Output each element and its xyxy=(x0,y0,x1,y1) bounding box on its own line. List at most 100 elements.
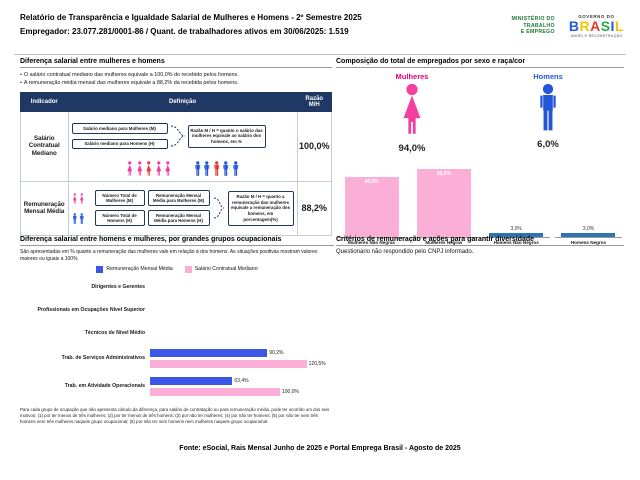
col-header-razao: Razão M/H xyxy=(296,91,333,112)
occupational-group-1: Profissionais em Ocupações Nível Superio… xyxy=(20,300,334,321)
median-men-box: Salário mediano para Homens (H) xyxy=(71,138,168,150)
bar-value-label: 3,0% xyxy=(510,225,522,232)
bullet-icon: • xyxy=(20,80,22,87)
man-figure-icon xyxy=(204,161,210,177)
header-logos: MINISTÉRIO DO TRABALHO E EMPREGO GOVERNO… xyxy=(511,14,624,38)
definition-average-remuneration: Número Total de Mulheres (M) Remuneração… xyxy=(67,180,298,236)
men-summary: Homens 6,0% xyxy=(488,72,608,150)
woman-figure-icon xyxy=(79,192,84,204)
salary-difference-bullets: • O salário contratual mediano das mulher… xyxy=(20,71,332,88)
composition-bar-group-1: 50,0% Mulheres Negras xyxy=(410,162,478,246)
mte-logo-line: MINISTÉRIO DO xyxy=(511,15,555,22)
bar-category-label: Homens Não Negros xyxy=(493,240,539,245)
criteria-text: Questionário não respondido pelo CNPJ in… xyxy=(336,249,474,255)
gov-logo-letter: R xyxy=(579,18,591,34)
indicator-median-salary: Salário Contratual Mediano xyxy=(20,110,69,182)
converge-arrows-icon xyxy=(170,125,185,147)
gov-brasil-logo: GOVERNO DO BRASIL UNIÃO E RECONSTRUÇÃO xyxy=(569,14,624,38)
gov-logo-letter: S xyxy=(600,18,611,34)
occupational-subtitle: São apresentadas em % quanto a remuneraç… xyxy=(20,249,318,262)
man-icon xyxy=(536,83,560,136)
women-summary: Mulheres 94,0% xyxy=(352,72,472,154)
sex-summary: Mulheres 94,0% Homens 6,0% xyxy=(336,72,624,154)
gov-logo-brasil: BRASIL xyxy=(569,19,624,33)
legend-swatch-blue xyxy=(96,265,104,273)
man-figure-icon xyxy=(194,161,200,177)
legend-item-salary: Salário Contratual Mediano xyxy=(184,265,258,273)
mte-logo: MINISTÉRIO DO TRABALHO E EMPREGO xyxy=(511,16,554,36)
gov-logo-letter: L xyxy=(614,18,624,34)
woman-figure-icon xyxy=(165,161,171,176)
man-figure-icon xyxy=(540,83,556,131)
salary-bar xyxy=(150,360,307,368)
mte-logo-line: TRABALHO xyxy=(523,22,555,29)
occupational-group-4: Trab. em Atividade Operacionais 63,4% 100,… xyxy=(20,374,334,400)
women-remuneration-box: Remuneração Mensal Média para Mulheres (… xyxy=(147,190,210,207)
remuneration-bar xyxy=(150,377,233,385)
bullet-average-remuneration: • A remuneração média mensal das mulheres… xyxy=(20,80,239,87)
composition-chart: 44,0% Mulheres Não Negras 50,0% Mulheres Ne… xyxy=(336,162,624,246)
table-row-average-remuneration: Remuneração Mensal Média Número Total de… xyxy=(20,180,333,236)
women-percentage: 94,0% xyxy=(398,143,426,154)
remuneration-bar xyxy=(150,349,268,357)
men-percentage: 6,0% xyxy=(537,139,559,150)
report-header: Relatório de Transparência e Igualdade S… xyxy=(20,13,450,36)
indicator-table-header-row: Indicador Definição Razão M/H xyxy=(20,91,333,112)
bar-value-label: 120,5% xyxy=(308,361,326,367)
woman-figure-icon xyxy=(403,83,421,134)
bar-category-label: Homens Negros xyxy=(570,240,607,245)
section-criteria: Critérios de remuneração e ações para ga… xyxy=(336,236,624,255)
employer-info: Empregador: 23.077.281/0001-86 / Quant. … xyxy=(20,27,349,36)
men-count-figures xyxy=(72,212,92,224)
woman-figure-icon xyxy=(127,161,133,176)
occupational-chart: Dirigentes e Gerentes Profissionais em Oc… xyxy=(20,277,334,400)
woman-figure-icon xyxy=(136,161,142,176)
men-figures-group xyxy=(194,161,240,177)
man-figure-icon xyxy=(80,212,84,224)
ratio-definition-box-1: Razão M / H = quanto o salário das mulhe… xyxy=(187,124,266,148)
ratio-average-remuneration: 88,2% xyxy=(296,180,333,236)
gov-logo-tagline: UNIÃO E RECONSTRUÇÃO xyxy=(570,34,623,38)
gov-logo-letter: B xyxy=(568,18,580,34)
man-figure-icon xyxy=(72,212,77,224)
bullet-median-salary: • O salário contratual mediano das mulher… xyxy=(20,72,239,78)
composition-bar: 50,0% xyxy=(416,169,471,237)
men-count-box: Número Total de Homens (H) xyxy=(94,210,145,227)
occupational-group-label: Profissionais em Ocupações Nível Superio… xyxy=(37,306,145,313)
source-footer: Fonte: eSocial, Rais Mensal Junho de 202… xyxy=(179,445,461,452)
bar-category-label: Mulheres Não Negras xyxy=(348,240,395,245)
definition-median-salary: Salário mediano para Mulheres (M) Salári… xyxy=(67,110,298,182)
occupational-group-label: Trab. de Serviços Administrativos xyxy=(61,355,145,362)
section-salary-difference: Diferença salarial entre mulheres e home… xyxy=(20,58,333,236)
col-header-indicador: Indicador xyxy=(20,91,69,112)
header-divider xyxy=(14,54,626,55)
occupational-group-3: Trab. de Serviços Administrativos 90,2% 12… xyxy=(20,346,334,372)
men-label: Homens xyxy=(533,72,563,81)
women-figures-group xyxy=(126,161,172,176)
legend-label: Remuneração Mensal Média xyxy=(106,266,173,272)
occupational-legend: Remuneração Mensal Média Salário Contrat… xyxy=(20,265,334,273)
man-figure-icon xyxy=(232,161,238,177)
occupational-group-label: Trab. em Atividade Operacionais xyxy=(64,383,145,390)
bar-value-label: 90,2% xyxy=(269,350,284,356)
legend-item-remuneration: Remuneração Mensal Média xyxy=(96,265,173,273)
bar-value-label: 63,4% xyxy=(234,378,249,384)
occupational-group-label: Técnicos de Nível Médio xyxy=(84,329,145,336)
occupational-group-label: Dirigentes e Gerentes xyxy=(91,283,145,290)
section-title-salary-difference: Diferença salarial entre mulheres e home… xyxy=(20,58,332,68)
legend-label: Salário Contratual Mediano xyxy=(194,266,258,272)
woman-figure-icon xyxy=(72,192,77,204)
bar-value-label: 100,0% xyxy=(282,389,299,395)
section-title-criteria: Critérios de remuneração e ações para ga… xyxy=(336,236,624,246)
section-occupational: Diferença salarial entre homens e mulher… xyxy=(20,236,334,426)
section-title-occupational: Diferença salarial entre homens e mulher… xyxy=(20,236,334,246)
section-title-composition: Composição do total de empregados por se… xyxy=(336,58,624,68)
median-women-box: Salário mediano para Mulheres (M) xyxy=(71,123,168,134)
composition-bar xyxy=(561,232,616,237)
gov-logo-top-text: GOVERNO DO xyxy=(578,14,615,19)
legend-swatch-pink xyxy=(184,265,192,273)
men-remuneration-box: Remuneração Mensal Média para Homens (H) xyxy=(147,210,210,227)
bar-value-label: 44,0% xyxy=(364,179,379,186)
bar-value-label: 3,0% xyxy=(582,225,595,232)
ratio-median-salary: 100,0% xyxy=(296,110,333,182)
